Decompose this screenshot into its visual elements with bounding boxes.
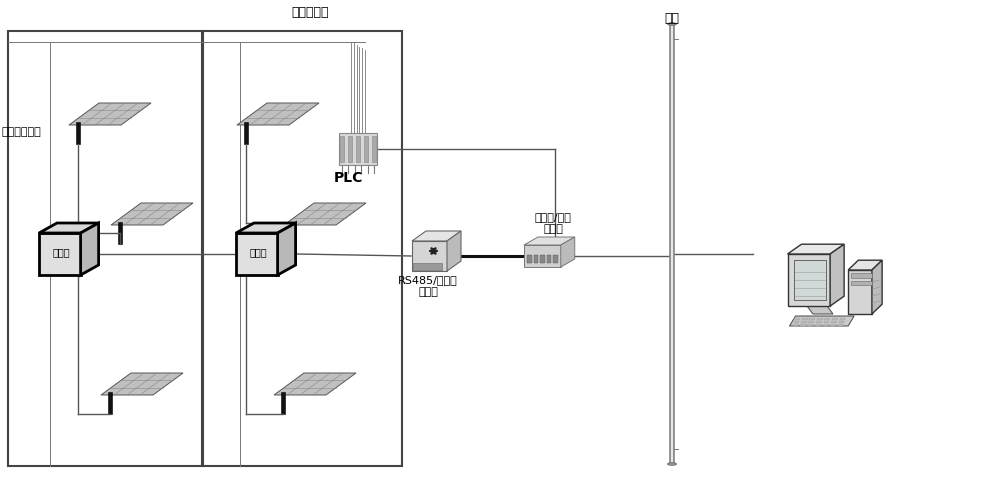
Text: 电机控制线: 电机控制线 bbox=[291, 6, 329, 19]
Polygon shape bbox=[794, 260, 826, 300]
Bar bbox=[8, 31, 203, 466]
Polygon shape bbox=[788, 244, 844, 254]
Bar bbox=[801, 321, 806, 323]
Polygon shape bbox=[69, 103, 151, 125]
Bar bbox=[807, 324, 813, 326]
Bar bbox=[202, 31, 402, 466]
Text: 汇流筱: 汇流筱 bbox=[52, 247, 70, 257]
Polygon shape bbox=[236, 233, 278, 275]
Bar bbox=[281, 392, 285, 414]
Polygon shape bbox=[790, 316, 854, 326]
Polygon shape bbox=[81, 223, 99, 275]
Bar bbox=[815, 324, 820, 326]
Bar bbox=[809, 318, 815, 320]
Bar bbox=[534, 255, 538, 263]
Polygon shape bbox=[237, 103, 319, 125]
Bar bbox=[830, 324, 836, 326]
Text: 汇流筱: 汇流筱 bbox=[249, 247, 267, 257]
Bar bbox=[413, 263, 442, 270]
Polygon shape bbox=[39, 233, 81, 275]
Bar bbox=[838, 321, 844, 323]
Text: 跟踪太阳能板: 跟踪太阳能板 bbox=[2, 127, 42, 137]
Polygon shape bbox=[101, 373, 183, 395]
Polygon shape bbox=[561, 237, 575, 267]
Text: 光纤: 光纤 bbox=[664, 12, 680, 25]
Polygon shape bbox=[807, 306, 833, 314]
Polygon shape bbox=[284, 203, 366, 225]
Bar bbox=[540, 255, 545, 263]
Bar bbox=[794, 321, 799, 323]
Bar bbox=[808, 321, 814, 323]
Bar bbox=[816, 321, 822, 323]
Bar bbox=[832, 318, 838, 320]
Bar bbox=[822, 324, 828, 326]
Polygon shape bbox=[447, 231, 461, 271]
Polygon shape bbox=[111, 203, 193, 225]
Bar bbox=[340, 136, 344, 162]
Polygon shape bbox=[274, 373, 356, 395]
Bar bbox=[108, 392, 112, 414]
Text: RS485/以太网
转换器: RS485/以太网 转换器 bbox=[398, 275, 458, 296]
Polygon shape bbox=[524, 237, 575, 245]
Bar bbox=[802, 318, 808, 320]
Bar bbox=[364, 136, 368, 162]
Polygon shape bbox=[39, 223, 99, 233]
Polygon shape bbox=[278, 223, 296, 275]
Bar bbox=[817, 318, 822, 320]
Bar bbox=[840, 318, 845, 320]
Polygon shape bbox=[524, 245, 561, 267]
Bar bbox=[291, 222, 295, 244]
Bar bbox=[824, 318, 830, 320]
Bar bbox=[851, 281, 872, 285]
Polygon shape bbox=[848, 260, 882, 270]
Ellipse shape bbox=[668, 463, 676, 465]
Bar bbox=[244, 122, 248, 144]
Bar bbox=[348, 136, 352, 162]
Bar bbox=[851, 273, 872, 278]
Bar bbox=[527, 255, 532, 263]
Polygon shape bbox=[412, 241, 447, 271]
Bar bbox=[372, 136, 376, 162]
Ellipse shape bbox=[668, 23, 676, 25]
Bar bbox=[339, 133, 377, 165]
Bar bbox=[76, 122, 80, 144]
Polygon shape bbox=[236, 223, 296, 233]
Text: 以太网/光纤
转换器: 以太网/光纤 转换器 bbox=[535, 212, 571, 234]
Bar bbox=[824, 321, 829, 323]
Polygon shape bbox=[788, 254, 830, 306]
Bar bbox=[547, 255, 551, 263]
Bar bbox=[838, 324, 843, 326]
Bar bbox=[553, 255, 558, 263]
Bar bbox=[670, 24, 674, 464]
Polygon shape bbox=[872, 260, 882, 314]
Bar bbox=[800, 324, 806, 326]
Text: PLC: PLC bbox=[333, 171, 363, 185]
Bar bbox=[356, 136, 360, 162]
Polygon shape bbox=[848, 270, 872, 314]
Bar bbox=[792, 324, 798, 326]
Polygon shape bbox=[412, 231, 461, 241]
Bar bbox=[671, 26, 673, 462]
Bar bbox=[118, 222, 122, 244]
Bar bbox=[831, 321, 836, 323]
Polygon shape bbox=[830, 244, 844, 306]
Bar bbox=[794, 318, 800, 320]
